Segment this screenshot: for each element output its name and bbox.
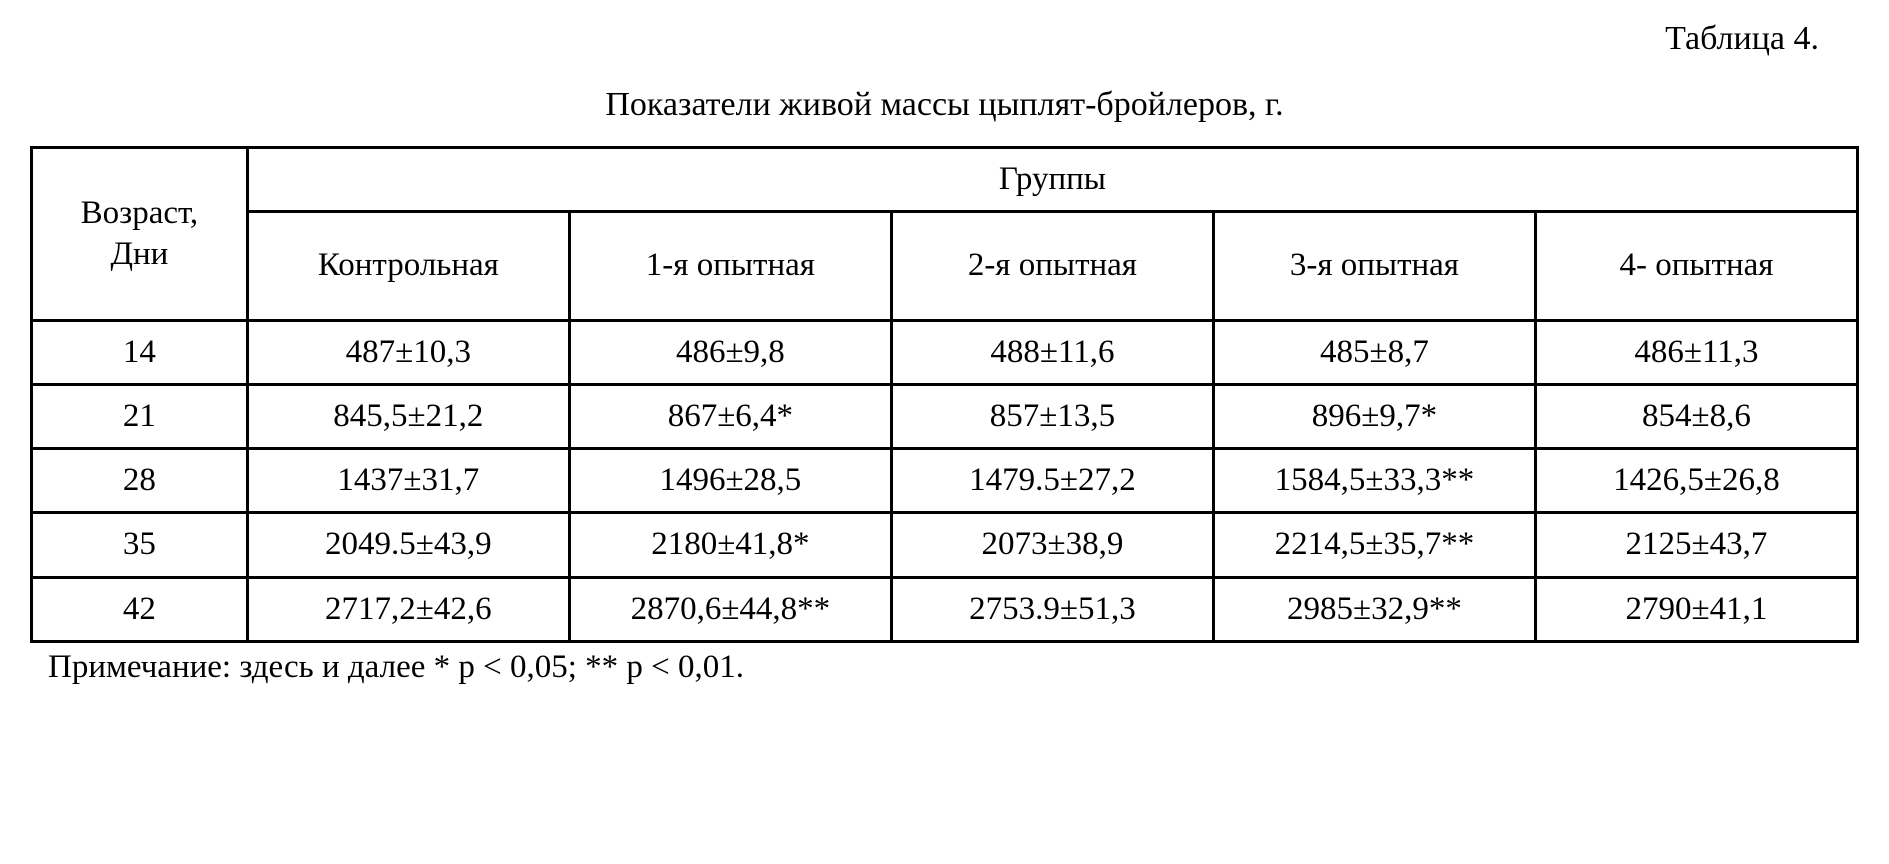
cell-value: 488±11,6 [891, 320, 1213, 384]
header-col-exp4: 4- опытная [1535, 212, 1857, 320]
cell-value: 487±10,3 [247, 320, 569, 384]
cell-value: 486±9,8 [569, 320, 891, 384]
table-row: 14 487±10,3 486±9,8 488±11,6 485±8,7 486… [32, 320, 1858, 384]
header-col-control: Контрольная [247, 212, 569, 320]
header-row-2: Контрольная 1-я опытная 2-я опытная 3-я … [32, 212, 1858, 320]
header-col-exp3: 3-я опытная [1213, 212, 1535, 320]
table-row: 28 1437±31,7 1496±28,5 1479.5±27,2 1584,… [32, 449, 1858, 513]
cell-value: 2870,6±44,8** [569, 577, 891, 641]
table-row: 42 2717,2±42,6 2870,6±44,8** 2753.9±51,3… [32, 577, 1858, 641]
cell-value: 2125±43,7 [1535, 513, 1857, 577]
cell-value: 854±8,6 [1535, 384, 1857, 448]
table-number: Таблица 4. [30, 20, 1819, 58]
cell-value: 2717,2±42,6 [247, 577, 569, 641]
footnote: Примечание: здесь и далее * р < 0,05; **… [48, 649, 1859, 686]
cell-age: 14 [32, 320, 248, 384]
table-row: 35 2049.5±43,9 2180±41,8* 2073±38,9 2214… [32, 513, 1858, 577]
header-col-exp1: 1-я опытная [569, 212, 891, 320]
header-col-exp2: 2-я опытная [891, 212, 1213, 320]
cell-value: 1479.5±27,2 [891, 449, 1213, 513]
cell-value: 1496±28,5 [569, 449, 891, 513]
cell-value: 485±8,7 [1213, 320, 1535, 384]
cell-value: 1426,5±26,8 [1535, 449, 1857, 513]
cell-value: 845,5±21,2 [247, 384, 569, 448]
table-row: 21 845,5±21,2 867±6,4* 857±13,5 896±9,7*… [32, 384, 1858, 448]
cell-age: 42 [32, 577, 248, 641]
cell-value: 2790±41,1 [1535, 577, 1857, 641]
cell-value: 857±13,5 [891, 384, 1213, 448]
header-row-1: Возраст, Дни Группы [32, 148, 1858, 212]
data-table: Возраст, Дни Группы Контрольная 1-я опыт… [30, 146, 1859, 643]
header-age: Возраст, Дни [32, 148, 248, 321]
cell-age: 21 [32, 384, 248, 448]
cell-value: 2985±32,9** [1213, 577, 1535, 641]
cell-value: 2180±41,8* [569, 513, 891, 577]
cell-value: 2049.5±43,9 [247, 513, 569, 577]
cell-value: 2073±38,9 [891, 513, 1213, 577]
cell-value: 486±11,3 [1535, 320, 1857, 384]
cell-value: 2753.9±51,3 [891, 577, 1213, 641]
cell-value: 2214,5±35,7** [1213, 513, 1535, 577]
cell-value: 867±6,4* [569, 384, 891, 448]
cell-age: 28 [32, 449, 248, 513]
header-groups-span: Группы [247, 148, 1857, 212]
cell-age: 35 [32, 513, 248, 577]
cell-value: 1437±31,7 [247, 449, 569, 513]
cell-value: 1584,5±33,3** [1213, 449, 1535, 513]
table-caption: Показатели живой массы цыплят-бройлеров,… [30, 86, 1859, 124]
cell-value: 896±9,7* [1213, 384, 1535, 448]
